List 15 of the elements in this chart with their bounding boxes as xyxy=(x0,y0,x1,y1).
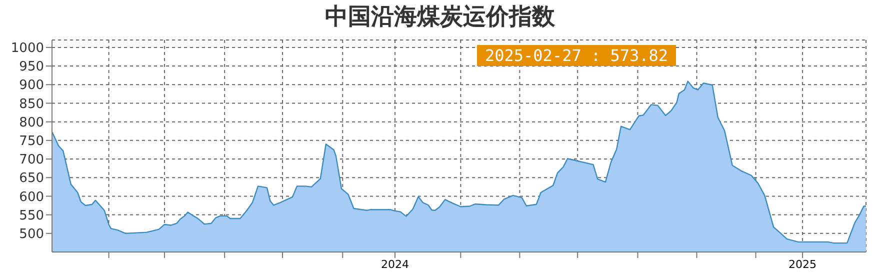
y-tick-label: 750 xyxy=(19,134,44,150)
annotation: 2025-02-27 : 573.82 xyxy=(477,45,676,66)
y-tick-label: 500 xyxy=(19,227,44,242)
y-tick-label: 700 xyxy=(19,152,44,168)
y-tick-label: 650 xyxy=(19,171,44,186)
y-tick-label: 800 xyxy=(19,115,44,130)
y-tick-label: 600 xyxy=(19,190,44,205)
y-tick-label: 1000 xyxy=(10,41,44,56)
x-tick-label: 2025 xyxy=(788,258,817,271)
chart-title: 中国沿海煤炭运价指数 xyxy=(324,2,556,32)
y-tick-label: 950 xyxy=(19,60,44,75)
x-tick-label: 2024 xyxy=(380,258,409,271)
y-tick-label: 550 xyxy=(19,208,44,224)
y-tick-label: 850 xyxy=(19,96,44,112)
y-tick-label: 900 xyxy=(19,78,44,94)
